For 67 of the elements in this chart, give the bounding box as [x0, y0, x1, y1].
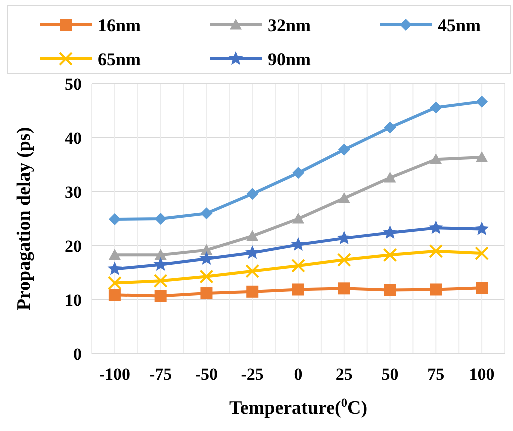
point [292, 258, 306, 273]
point [246, 188, 259, 200]
point [108, 289, 121, 302]
y-tick-label: 0 [74, 344, 82, 364]
point [384, 172, 396, 183]
point [108, 262, 122, 276]
point [384, 122, 396, 134]
point [108, 214, 121, 226]
point [383, 248, 398, 262]
point [292, 167, 304, 180]
point [200, 244, 213, 256]
point [475, 246, 490, 261]
x-tick-label: -25 [241, 365, 264, 384]
legend-label: 16nm [98, 15, 142, 36]
point [200, 270, 214, 284]
point [246, 230, 259, 242]
x-tick-label: -75 [149, 365, 172, 384]
y-tick-label: 10 [65, 290, 82, 310]
point [476, 96, 488, 108]
point [430, 284, 442, 296]
x-tick-label: 0 [294, 365, 303, 384]
point [430, 154, 442, 164]
legend-label: 45nm [438, 15, 482, 36]
y-tick-label: 50 [65, 74, 82, 94]
x-tick-label: 75 [428, 365, 445, 384]
point [246, 286, 259, 298]
point [154, 290, 167, 302]
legend-label: 32nm [268, 15, 312, 36]
point [200, 251, 214, 266]
point [246, 264, 260, 278]
y-tick-label: 40 [65, 128, 82, 148]
x-tick-label: -100 [99, 365, 131, 384]
point [474, 222, 490, 236]
legend-label: 90nm [268, 49, 312, 70]
x-tick-label: 100 [469, 365, 495, 384]
point [154, 213, 167, 225]
point [338, 282, 350, 295]
point [108, 276, 122, 290]
point [292, 213, 304, 224]
point [476, 282, 488, 294]
point [429, 220, 444, 234]
x-tick-label: 50 [382, 365, 399, 384]
point [200, 288, 213, 300]
x-axis-title: Temperature($^{0}$C) [229, 396, 368, 419]
point [338, 192, 350, 204]
point [292, 284, 304, 296]
point [245, 246, 260, 260]
point [476, 151, 488, 162]
y-tick-label: 20 [65, 236, 82, 256]
point [291, 237, 306, 251]
point [338, 144, 350, 156]
point [154, 249, 167, 260]
point [154, 274, 168, 288]
point [154, 257, 168, 271]
point [383, 226, 398, 240]
point [337, 253, 352, 268]
point [384, 284, 396, 296]
point [337, 230, 352, 245]
x-tick-label: -50 [195, 365, 218, 384]
x-tick-label: 25 [336, 365, 353, 384]
y-axis-title: Propagation delay (ps) [14, 127, 35, 311]
point [200, 208, 213, 220]
point [430, 102, 442, 114]
legend-label: 65nm [98, 49, 142, 70]
point [429, 244, 444, 258]
y-tick-label: 30 [65, 182, 82, 202]
point [108, 249, 121, 260]
